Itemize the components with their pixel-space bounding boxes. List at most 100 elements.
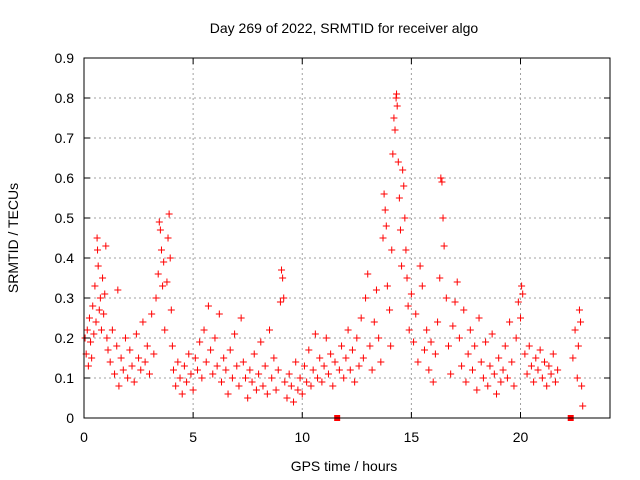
data-point (536, 346, 544, 354)
data-point (235, 382, 243, 390)
data-point (285, 370, 293, 378)
data-point (106, 358, 114, 366)
data-point (359, 354, 367, 362)
data-point (393, 90, 401, 98)
data-point (407, 290, 415, 298)
data-point (90, 330, 98, 338)
data-point (571, 326, 579, 334)
data-point (198, 374, 206, 382)
data-point (523, 370, 531, 378)
data-point (512, 334, 520, 342)
data-point (418, 282, 426, 290)
data-point (351, 378, 359, 386)
data-point (272, 386, 280, 394)
data-point (375, 334, 383, 342)
data-point (305, 346, 313, 354)
data-point (398, 262, 406, 270)
data-point (380, 190, 388, 198)
data-point (276, 298, 284, 306)
data-point (191, 354, 199, 362)
data-point (322, 334, 330, 342)
x-tick-label: 20 (513, 429, 529, 445)
data-point (252, 386, 260, 394)
data-point (303, 378, 311, 386)
data-point (124, 374, 132, 382)
data-point (475, 314, 483, 322)
data-point (554, 366, 562, 374)
y-tick-label: 0.2 (55, 330, 75, 346)
data-point (527, 362, 535, 370)
data-point (451, 298, 459, 306)
data-point (404, 302, 412, 310)
data-point (209, 370, 217, 378)
data-point (228, 374, 236, 382)
data-point (578, 382, 586, 390)
data-point (514, 298, 522, 306)
data-point (168, 342, 176, 350)
y-tick-label: 0.8 (55, 90, 75, 106)
data-point (239, 358, 247, 366)
data-point (279, 274, 287, 282)
data-point (114, 286, 122, 294)
data-point (185, 350, 193, 358)
data-point (453, 278, 461, 286)
data-point (389, 150, 397, 158)
data-point (508, 358, 516, 366)
data-point (438, 178, 446, 186)
data-point (215, 310, 223, 318)
data-point (464, 350, 472, 358)
data-point (551, 378, 559, 386)
data-point (300, 362, 308, 370)
data-point (163, 278, 171, 286)
data-point (490, 370, 498, 378)
data-point (393, 102, 401, 110)
data-point (108, 326, 116, 334)
data-point (155, 218, 163, 226)
data-point (204, 302, 212, 310)
data-point (342, 354, 350, 362)
data-point (193, 366, 201, 374)
data-point (402, 246, 410, 254)
data-point (395, 194, 403, 202)
data-point (335, 366, 343, 374)
data-point (95, 306, 103, 314)
data-point (329, 382, 337, 390)
data-point (518, 282, 526, 290)
data-point (298, 390, 306, 398)
data-point (353, 334, 361, 342)
data-point (246, 366, 254, 374)
data-point (100, 310, 108, 318)
data-point (250, 350, 258, 358)
data-point (579, 402, 587, 410)
data-point (143, 342, 151, 350)
data-point (530, 378, 538, 386)
data-point (455, 334, 463, 342)
data-point (399, 166, 407, 174)
data-point (429, 378, 437, 386)
data-point (174, 358, 182, 366)
data-point (436, 274, 444, 282)
data-point (130, 378, 138, 386)
data-point (172, 382, 180, 390)
data-point (117, 354, 125, 362)
data-point (383, 282, 391, 290)
data-point (200, 326, 208, 334)
data-point (84, 362, 92, 370)
data-point (218, 378, 226, 386)
plot-border (83, 57, 611, 419)
data-point (141, 358, 149, 366)
data-point (231, 330, 239, 338)
data-point (259, 382, 267, 390)
data-point (128, 362, 136, 370)
data-point (213, 362, 221, 370)
data-point (381, 206, 389, 214)
data-point (423, 326, 431, 334)
data-point (224, 390, 232, 398)
data-point (233, 362, 241, 370)
data-points (81, 90, 587, 410)
data-point (503, 374, 511, 382)
data-point (220, 354, 228, 362)
data-point (420, 346, 428, 354)
data-point (196, 338, 204, 346)
data-point (126, 346, 134, 354)
